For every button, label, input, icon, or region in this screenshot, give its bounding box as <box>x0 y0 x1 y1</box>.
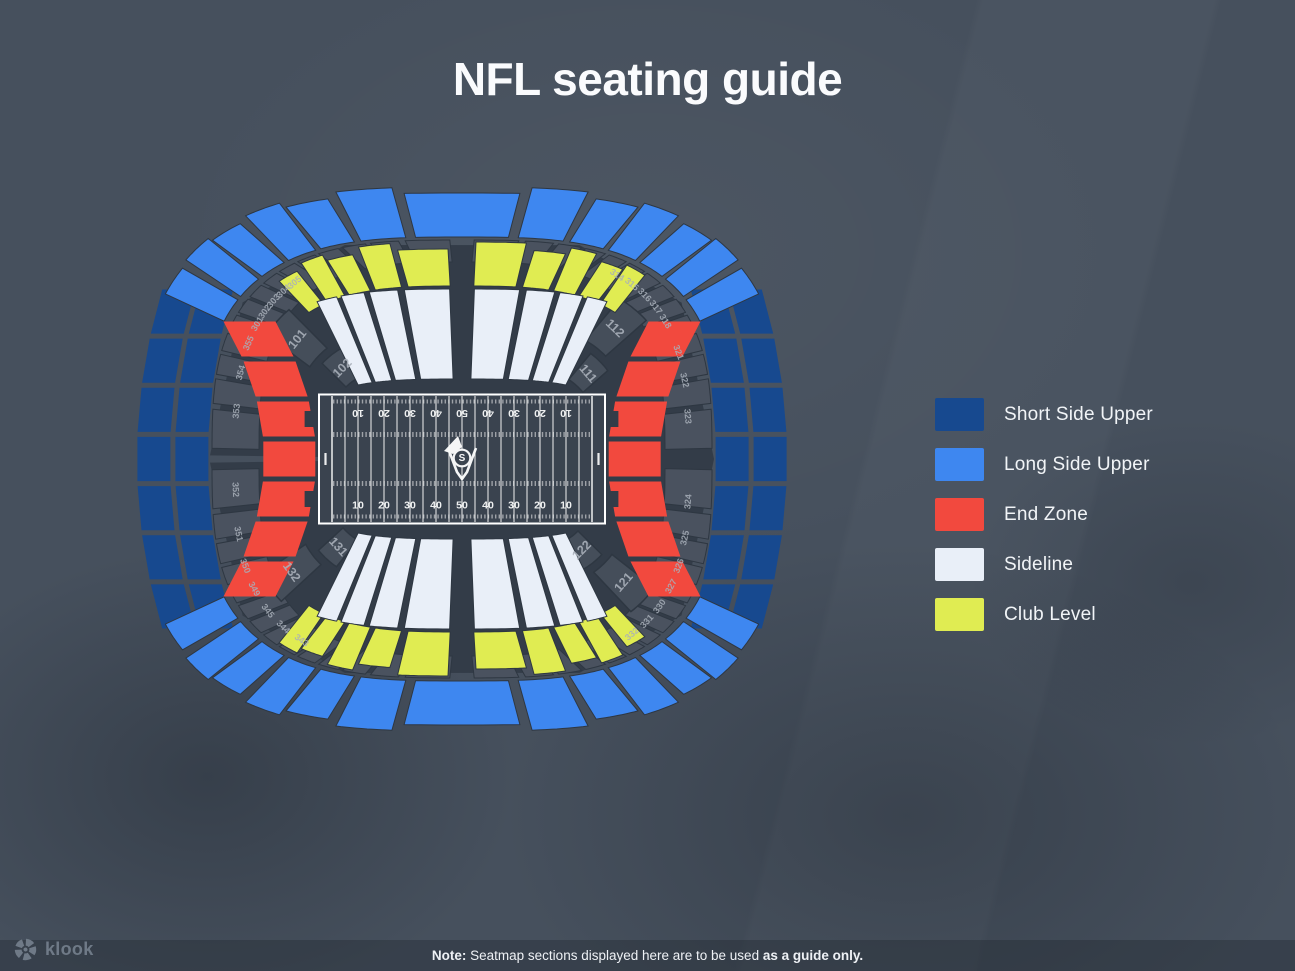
stadium-seatmap: 301 302 303 304 305 314 315 316 317 318 321 322 323 3… <box>126 187 798 731</box>
legend-swatch-sideline <box>935 548 984 581</box>
svg-text:352: 352 <box>230 482 241 498</box>
legend-label-sideline: Sideline <box>1004 553 1074 575</box>
legend-label-club-level: Club Level <box>1004 603 1096 625</box>
svg-text:10: 10 <box>352 407 364 419</box>
legend-item-club-level: Club Level <box>935 598 1153 631</box>
svg-text:30: 30 <box>404 500 416 512</box>
note-body: Seatmap sections displayed here are to b… <box>466 948 763 963</box>
legend-item-short-side-upper: Short Side Upper <box>935 398 1153 431</box>
svg-text:50: 50 <box>456 407 468 419</box>
page-title: NFL seating guide <box>452 53 843 105</box>
football-field: 10 10 20 20 30 30 40 40 50 50 40 40 30 30 20 20 10 10 S <box>318 393 606 525</box>
legend-item-sideline: Sideline <box>935 548 1153 581</box>
svg-text:354: 354 <box>234 364 248 381</box>
svg-text:30: 30 <box>508 500 520 512</box>
legend-item-long-side-upper: Long Side Upper <box>935 448 1153 481</box>
note-prefix: Note: <box>431 948 467 963</box>
legend-swatch-short-side-upper <box>935 398 984 431</box>
legend-swatch-end-zone <box>935 498 984 531</box>
svg-text:50: 50 <box>456 500 468 512</box>
legend-label-short-side-upper: Short Side Upper <box>1004 403 1153 425</box>
note-emphasis: as a guide only. <box>762 948 864 963</box>
legend-swatch-long-side-upper <box>935 448 984 481</box>
svg-text:20: 20 <box>534 500 546 512</box>
sideline-sections <box>316 288 608 630</box>
svg-text:40: 40 <box>430 407 442 419</box>
legend-swatch-club-level <box>935 598 984 631</box>
svg-text:323: 323 <box>682 408 693 424</box>
klook-logo-icon <box>14 938 37 961</box>
svg-text:30: 30 <box>404 407 416 419</box>
long-side-upper-sections <box>164 187 760 731</box>
svg-text:30: 30 <box>508 407 520 419</box>
legend-label-long-side-upper: Long Side Upper <box>1004 453 1150 475</box>
svg-text:40: 40 <box>482 407 494 419</box>
svg-text:20: 20 <box>378 407 390 419</box>
svg-text:40: 40 <box>482 500 494 512</box>
svg-text:20: 20 <box>534 407 546 419</box>
svg-text:20: 20 <box>378 500 390 512</box>
klook-logo[interactable]: klook <box>13 937 94 962</box>
footer-note-bar: Note: Seatmap sections displayed here ar… <box>0 940 1295 971</box>
legend-label-end-zone: End Zone <box>1004 503 1088 525</box>
svg-text:351: 351 <box>232 526 245 543</box>
svg-text:10: 10 <box>352 500 364 512</box>
svg-text:S: S <box>459 453 466 464</box>
svg-text:10: 10 <box>560 407 572 419</box>
svg-text:324: 324 <box>682 494 693 510</box>
svg-text:10: 10 <box>560 500 572 512</box>
end-zone-sections <box>223 321 701 597</box>
field-center-logo: S <box>444 436 478 481</box>
klook-wordmark: klook <box>45 939 94 959</box>
seatmap-legend: Short Side Upper Long Side Upper End Zon… <box>935 398 1153 648</box>
svg-text:322: 322 <box>678 372 691 389</box>
legend-item-end-zone: End Zone <box>935 498 1153 531</box>
svg-text:325: 325 <box>678 529 691 546</box>
svg-text:40: 40 <box>430 500 442 512</box>
svg-text:353: 353 <box>231 403 243 419</box>
